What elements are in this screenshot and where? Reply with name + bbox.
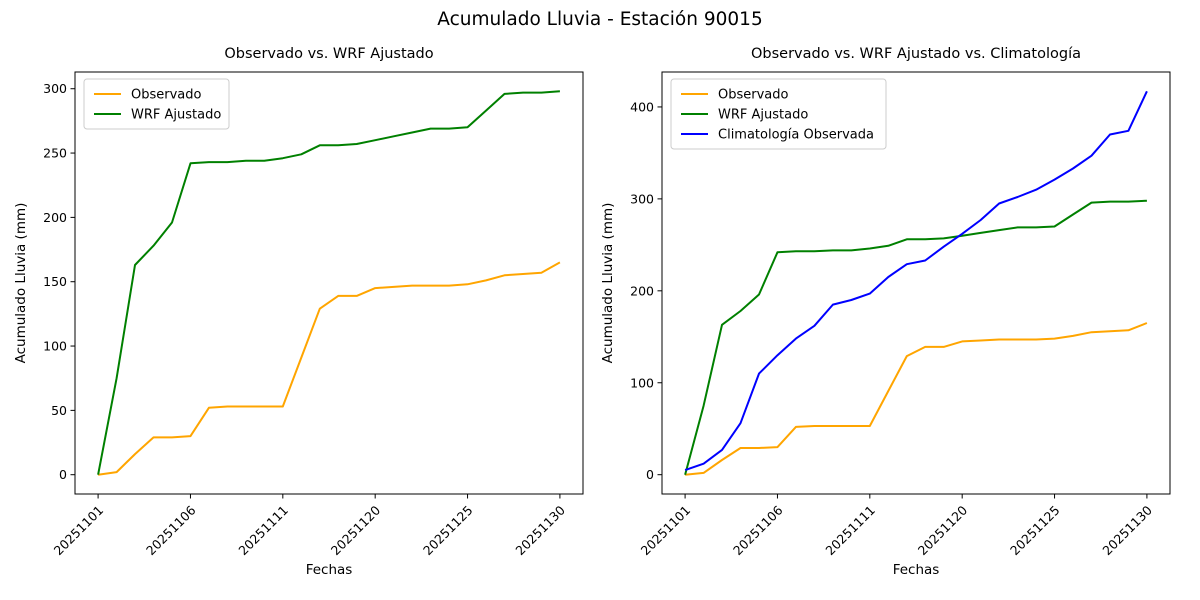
- x-tick-label: 20251106: [730, 502, 786, 558]
- x-tick-label: 20251111: [235, 503, 291, 559]
- plot-area: [661, 71, 1171, 495]
- right-chart-title: Observado vs. WRF Ajustado vs. Climatolo…: [751, 46, 1081, 62]
- x-tick-label: 20251106: [143, 502, 199, 558]
- x-tick-label: 20251101: [638, 503, 694, 559]
- x-tick-label: 20251125: [1007, 503, 1063, 559]
- y-tick-label: 300: [43, 81, 67, 96]
- legend-label-climatolog-a-observada: Climatología Observada: [718, 128, 874, 143]
- series-line-observado: [685, 322, 1148, 476]
- legend-label-wrf-ajustado: WRF Ajustado: [718, 108, 808, 123]
- y-tick-label: 0: [646, 467, 654, 482]
- y-tick-label: 400: [630, 99, 654, 114]
- legend-label-observado: Observado: [131, 88, 202, 103]
- left-chart: 0 50 100 150 200 250 300 20251101 20251106 202511…: [43, 71, 584, 559]
- left-chart-title: Observado vs. WRF Ajustado: [224, 46, 434, 62]
- y-tick-label: 50: [51, 403, 67, 418]
- series-line-wrf-ajustado: [684, 199, 1147, 475]
- y-tick-label: 0: [59, 467, 67, 482]
- series-line-wrf-ajustado: [97, 90, 560, 475]
- x-tick-label: 20251101: [51, 503, 107, 559]
- plot-area: [74, 71, 584, 495]
- x-tick-label: 20251130: [512, 502, 568, 558]
- left-chart-xlabel: Fechas: [305, 562, 353, 578]
- legend: [83, 78, 230, 130]
- series-line-observado: [97, 261, 561, 476]
- y-tick-label: 150: [43, 274, 67, 289]
- x-tick-label: 20251130: [1099, 502, 1155, 558]
- x-tick-label: 20251111: [822, 503, 878, 559]
- x-tick-label: 20251125: [420, 503, 476, 559]
- series-line-climatolog-a-observada: [684, 90, 1148, 472]
- x-tick-label: 20251120: [328, 502, 384, 558]
- y-tick-label: 250: [43, 146, 67, 161]
- y-tick-label: 100: [43, 339, 67, 354]
- legend-label-observado: Observado: [718, 88, 789, 103]
- legend: [670, 78, 887, 150]
- right-chart-xlabel: Fechas: [892, 562, 940, 578]
- y-tick-label: 200: [630, 283, 654, 298]
- x-tick-label: 20251120: [915, 502, 971, 558]
- figure-title: Acumulado Lluvia - Estación 90015: [437, 9, 763, 30]
- right-chart: 0 100 200 300 400 20251101 20251106 20251111 202…: [630, 71, 1171, 559]
- y-tick-label: 100: [630, 375, 654, 390]
- y-tick-label: 300: [630, 191, 654, 206]
- legend-label-wrf-ajustado: WRF Ajustado: [131, 108, 221, 123]
- y-tick-label: 200: [43, 210, 67, 225]
